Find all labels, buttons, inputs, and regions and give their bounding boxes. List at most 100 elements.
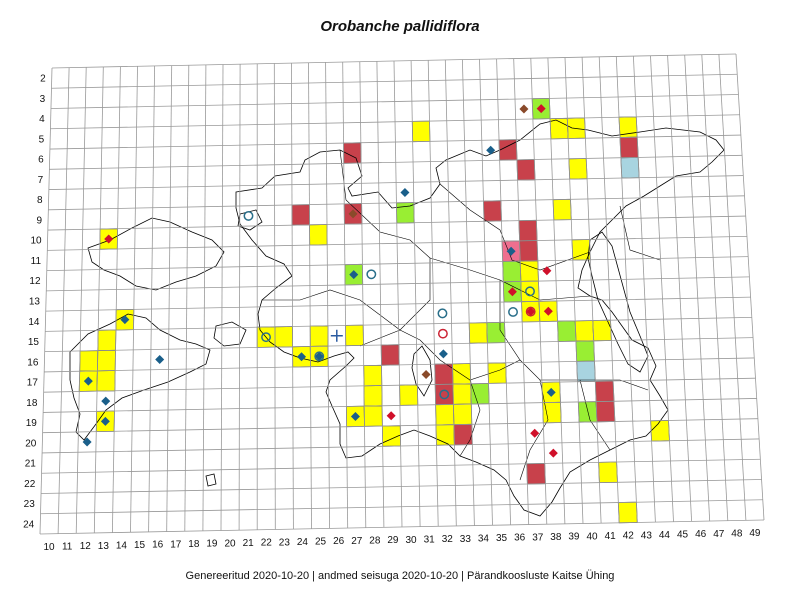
row-label: 4 (39, 114, 45, 125)
grid-line-vertical (513, 58, 530, 525)
column-label: 35 (496, 533, 508, 544)
column-label: 13 (98, 541, 110, 552)
grid-line-vertical (325, 62, 330, 529)
row-label: 17 (27, 378, 39, 389)
row-label: 24 (23, 519, 35, 530)
coastline-layer (69, 119, 725, 517)
map-title: Orobanche pallidiflora (320, 18, 480, 35)
grid-line-horizontal (47, 215, 746, 231)
marker-circle-blue (243, 210, 254, 221)
column-label: 21 (243, 538, 255, 549)
island-saaremaa (69, 313, 211, 441)
grid-cell-yellow (435, 403, 455, 426)
grid-line-horizontal (43, 377, 756, 393)
marker-diamond-red (526, 307, 536, 317)
grid-line-vertical (701, 54, 729, 521)
column-label: 24 (297, 537, 309, 548)
grid-cell-yellow (309, 325, 329, 347)
column-label: 34 (478, 533, 490, 544)
grid-line-vertical (166, 65, 173, 532)
grid-line-horizontal (45, 296, 751, 312)
grid-line-horizontal (49, 134, 741, 150)
grid-cell-yellow (542, 401, 562, 424)
column-label: 30 (405, 535, 417, 546)
grid-line-vertical (238, 64, 241, 531)
grid-cell-red (380, 344, 400, 366)
grid-cell-green (470, 382, 490, 405)
column-label: 37 (532, 532, 544, 543)
grid-line-horizontal (50, 94, 739, 109)
mainland-outline (235, 119, 725, 517)
grid-line-vertical (220, 64, 224, 531)
grid-line-horizontal (44, 357, 755, 373)
marker-diamond-red (507, 287, 517, 297)
grid-line-horizontal (43, 398, 757, 413)
marker-circle-blue (261, 332, 271, 343)
grid-cell-yellow (435, 424, 455, 446)
grid-cell-yellow (345, 324, 364, 347)
row-label: 19 (26, 418, 38, 429)
column-label: 36 (514, 533, 526, 544)
row-label: 8 (37, 195, 43, 206)
column-label: 48 (731, 529, 743, 540)
grid-line-vertical (202, 64, 207, 531)
marker-circle-red (437, 328, 448, 339)
grid-cell-green (502, 260, 522, 283)
grid-cell-red (519, 240, 539, 262)
grid-line-vertical (290, 63, 294, 530)
grid-line-vertical (496, 58, 511, 525)
marker-diamond-blue (438, 349, 448, 359)
marker-diamond-blue (506, 246, 516, 256)
marker-diamond-red (386, 411, 396, 421)
row-label: 18 (26, 398, 38, 409)
row-label: 16 (27, 357, 39, 368)
grid-line-vertical (57, 67, 70, 534)
lake-vortsjarv (411, 345, 433, 397)
row-label: 14 (28, 317, 40, 328)
grid-cell-yellow (363, 364, 383, 387)
grid-cell-red (619, 136, 639, 159)
column-label: 29 (387, 535, 399, 546)
marker-diamond-red (536, 104, 546, 114)
column-label: 18 (188, 539, 200, 550)
grid-cell-red (516, 159, 536, 181)
grid-cell-yellow (452, 383, 472, 405)
grid-cell-yellow (552, 198, 572, 221)
row-label: 23 (24, 499, 36, 510)
grid-cell-red (434, 383, 454, 406)
grid-line-vertical (130, 66, 138, 533)
grid-cell-yellow (363, 405, 383, 427)
island-hiiumaa (87, 217, 225, 291)
row-label: 9 (37, 215, 43, 226)
marker-plus-blue (330, 329, 343, 342)
grid-cell-yellow (411, 120, 431, 143)
marker-diamond-blue (486, 145, 496, 155)
island-ruhnu (205, 473, 217, 487)
column-label: 32 (442, 534, 454, 545)
column-label: 15 (134, 540, 146, 551)
column-label: 42 (623, 531, 635, 542)
grid-cell-green (577, 401, 598, 423)
grid-line-horizontal (50, 114, 740, 130)
grid-line-vertical (410, 60, 421, 527)
grid-cell-yellow (309, 224, 328, 246)
row-label: 12 (29, 276, 41, 287)
row-label: 15 (28, 337, 40, 348)
column-label: 41 (605, 531, 617, 542)
marker-circle-blue (437, 308, 448, 319)
grid-cell-green (575, 340, 595, 362)
column-label: 33 (460, 534, 472, 545)
marker-diamond-blue (546, 387, 556, 397)
grid-cell-red (595, 400, 616, 423)
row-label: 21 (25, 459, 37, 470)
row-label: 5 (39, 134, 45, 145)
grid-line-horizontal (46, 256, 749, 272)
marker-diamond-blue (100, 416, 110, 426)
grid-line-vertical (393, 60, 403, 528)
grid-line-horizontal (39, 519, 765, 535)
county-border (519, 379, 549, 481)
marker-diamond-red (543, 306, 553, 316)
grid-cell-blue (576, 360, 596, 383)
grid-line-vertical (308, 62, 312, 529)
